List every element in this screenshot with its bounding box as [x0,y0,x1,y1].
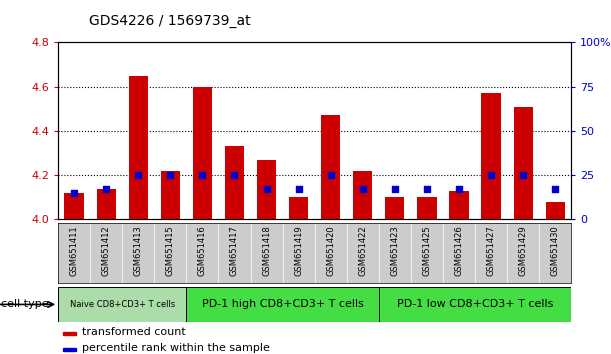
Point [294,187,304,192]
Bar [450,191,469,219]
Point [262,187,271,192]
Point [197,172,207,178]
Bar [289,198,309,219]
Text: GSM651422: GSM651422 [358,225,367,276]
Text: GSM651426: GSM651426 [455,225,464,276]
Text: GSM651411: GSM651411 [70,225,79,276]
Text: GSM651429: GSM651429 [519,225,528,276]
Text: GSM651419: GSM651419 [294,225,303,276]
Point [390,187,400,192]
Point [166,172,175,178]
Point [326,172,335,178]
Bar [353,171,373,219]
Bar [481,93,501,219]
Point [551,187,560,192]
Text: GSM651423: GSM651423 [390,225,400,276]
Bar [417,198,436,219]
Bar [161,171,180,219]
Bar [514,107,533,219]
Bar [379,287,571,322]
Text: cell type: cell type [1,299,48,309]
Text: GSM651430: GSM651430 [551,225,560,276]
Bar [225,147,244,219]
Text: GSM651415: GSM651415 [166,225,175,276]
Text: PD-1 low CD8+CD3+ T cells: PD-1 low CD8+CD3+ T cells [397,299,553,309]
Bar [129,76,148,219]
Point [133,172,143,178]
Bar [257,160,276,219]
Point [69,190,79,196]
Text: GSM651425: GSM651425 [422,225,431,276]
Bar [63,332,76,335]
Text: PD-1 high CD8+CD3+ T cells: PD-1 high CD8+CD3+ T cells [202,299,364,309]
Text: GSM651420: GSM651420 [326,225,335,276]
Point [454,187,464,192]
Text: GSM651413: GSM651413 [134,225,143,276]
Bar [321,115,340,219]
Text: transformed count: transformed count [82,327,185,337]
Text: GSM651412: GSM651412 [101,225,111,276]
Bar [386,198,404,219]
Bar [97,189,116,219]
Point [422,187,432,192]
Text: GSM651417: GSM651417 [230,225,239,276]
Text: GSM651418: GSM651418 [262,225,271,276]
Bar [193,87,212,219]
Bar [65,193,84,219]
Text: percentile rank within the sample: percentile rank within the sample [82,343,269,353]
Point [230,172,240,178]
Bar [63,348,76,351]
Text: GDS4226 / 1569739_at: GDS4226 / 1569739_at [89,14,251,28]
Text: GSM651427: GSM651427 [486,225,496,276]
Text: Naive CD8+CD3+ T cells: Naive CD8+CD3+ T cells [70,300,175,309]
Point [518,172,528,178]
Bar [186,287,379,322]
Point [101,187,111,192]
Text: GSM651416: GSM651416 [198,225,207,276]
Bar [58,287,186,322]
Point [486,172,496,178]
Bar [546,202,565,219]
Point [358,187,368,192]
